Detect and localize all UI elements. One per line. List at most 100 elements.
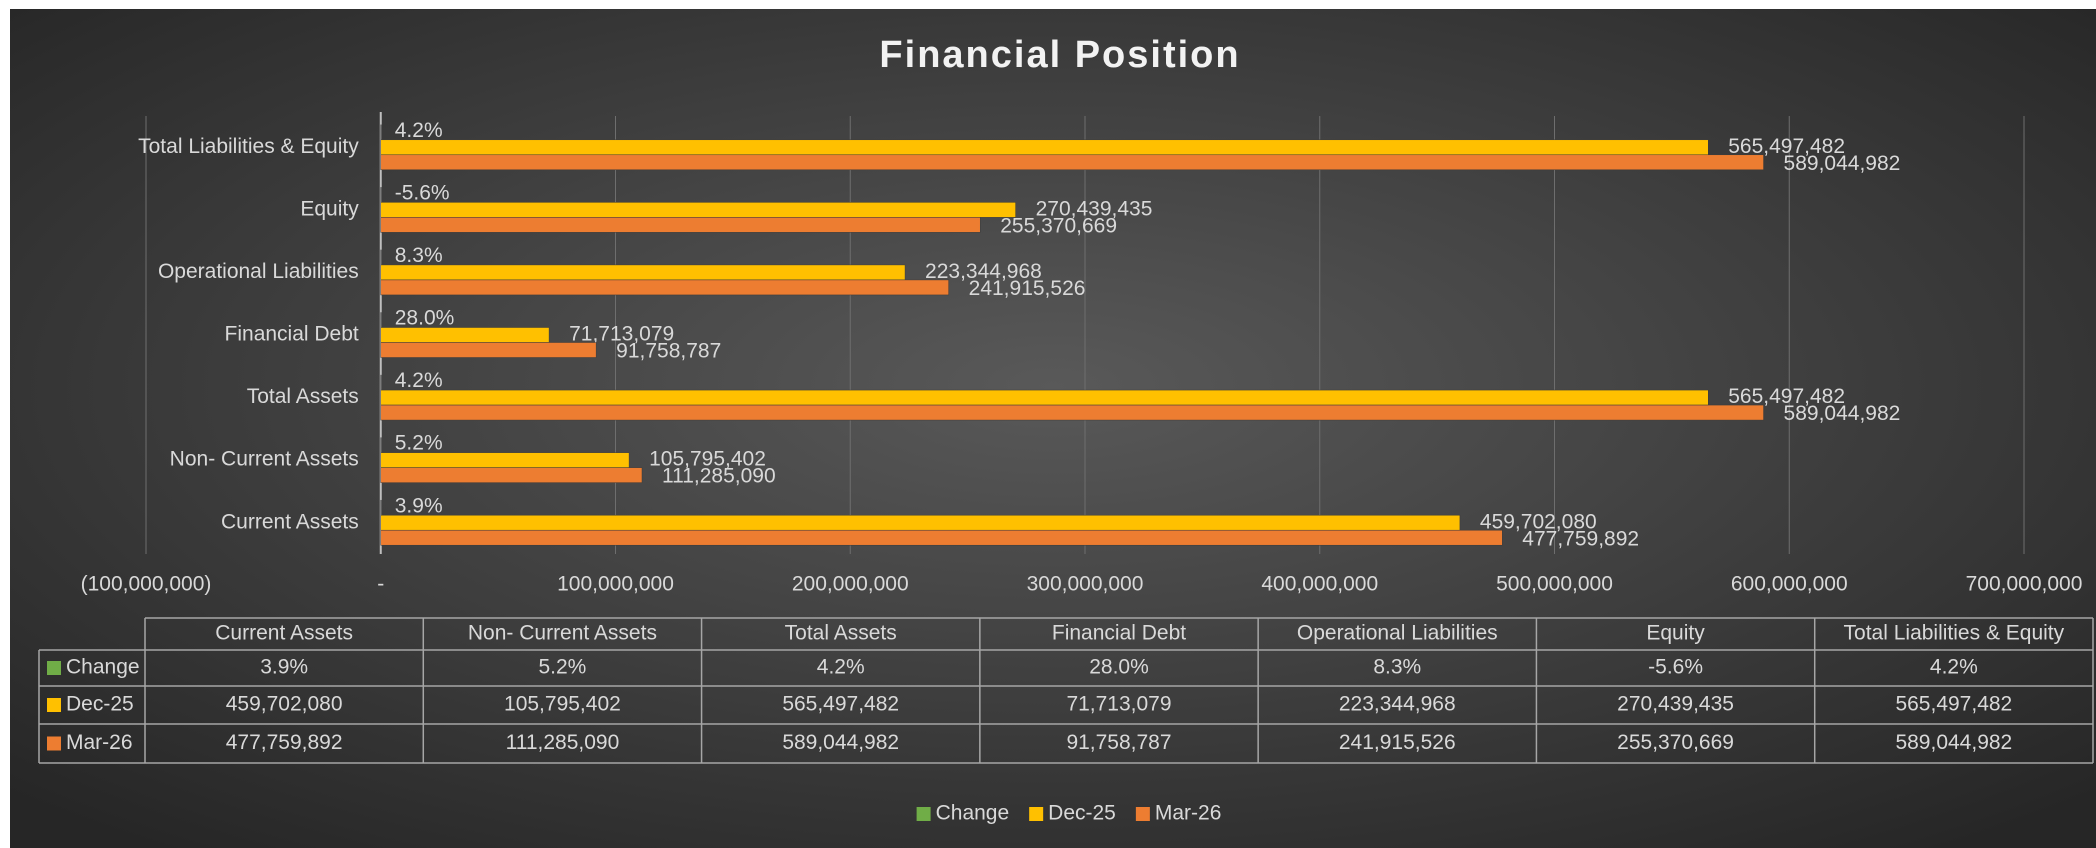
table-cell: 4.2% xyxy=(817,656,865,679)
bar xyxy=(380,404,1764,421)
bar xyxy=(380,264,906,281)
data-label: -5.6% xyxy=(395,181,450,204)
x-tick-label: 200,000,000 xyxy=(792,573,909,596)
table-cell: 223,344,968 xyxy=(1339,693,1456,716)
bar xyxy=(380,467,643,483)
bar xyxy=(380,374,382,391)
table-header: Equity xyxy=(1646,622,1705,645)
data-label: 241,915,526 xyxy=(969,277,1086,300)
table-row-label: Mar-26 xyxy=(66,731,133,754)
table-cell: 4.2% xyxy=(1930,656,1978,679)
table-cell: 71,713,079 xyxy=(1066,693,1171,716)
x-tick-label: - xyxy=(377,573,384,596)
x-tick-label: 700,000,000 xyxy=(1966,573,2083,596)
legend-label: Change xyxy=(936,802,1010,825)
bar xyxy=(380,217,981,233)
legend-swatch xyxy=(1135,807,1150,821)
table-header: Non- Current Assets xyxy=(468,622,657,645)
table-cell: -5.6% xyxy=(1648,656,1703,679)
table-row-label: Change xyxy=(66,656,140,679)
bar xyxy=(380,437,382,453)
x-tick-label: (100,000,000) xyxy=(81,573,212,596)
data-label: 3.9% xyxy=(395,494,443,517)
legend-label: Dec-25 xyxy=(1048,802,1116,825)
table-cell: 589,044,982 xyxy=(782,731,899,754)
legend-key xyxy=(47,736,61,751)
table-cell: 270,439,435 xyxy=(1617,693,1734,716)
y-tick-label: Financial Debt xyxy=(225,323,359,346)
table-header: Financial Debt xyxy=(1052,622,1186,645)
legend-label: Mar-26 xyxy=(1155,802,1222,825)
bar xyxy=(380,154,1764,171)
x-tick-label: 300,000,000 xyxy=(1027,573,1144,596)
y-tick-label: Non- Current Assets xyxy=(170,448,359,471)
data-label: 565,497,482 xyxy=(1728,135,1845,158)
table-cell: 477,759,892 xyxy=(226,731,343,754)
x-tick-label: 400,000,000 xyxy=(1261,573,1378,596)
table-cell: 589,044,982 xyxy=(1895,731,2012,754)
x-tick-label: 100,000,000 xyxy=(557,573,674,596)
bar xyxy=(380,312,382,328)
bar xyxy=(380,342,597,358)
table-cell: 459,702,080 xyxy=(226,693,343,716)
bar xyxy=(380,202,1016,218)
legend-key xyxy=(47,698,61,712)
bar xyxy=(380,124,382,141)
table-cell: 565,497,482 xyxy=(782,693,899,716)
x-tick-label: 500,000,000 xyxy=(1496,573,1613,596)
data-label: 28.0% xyxy=(395,307,455,330)
table-cell: 28.0% xyxy=(1089,656,1149,679)
data-label: 4.2% xyxy=(395,119,443,142)
data-label: 270,439,435 xyxy=(1036,197,1153,220)
table-row-label: Dec-25 xyxy=(66,693,134,716)
y-tick-label: Total Liabilities & Equity xyxy=(138,135,359,158)
chart-title: Financial Position xyxy=(879,34,1240,76)
bar xyxy=(380,327,550,343)
bar xyxy=(380,249,382,266)
bar xyxy=(380,529,1503,546)
table-cell: 105,795,402 xyxy=(504,693,621,716)
bar xyxy=(380,279,949,296)
data-label: 589,044,982 xyxy=(1784,152,1901,175)
data-label: 459,702,080 xyxy=(1480,510,1597,533)
data-label: 589,044,982 xyxy=(1784,402,1901,425)
legend-swatch xyxy=(916,807,931,821)
data-label: 255,370,669 xyxy=(1000,214,1117,237)
y-tick-label: Current Assets xyxy=(221,510,359,533)
y-tick-label: Equity xyxy=(300,197,359,220)
data-label: 91,758,787 xyxy=(616,340,721,363)
bar xyxy=(380,514,1461,531)
y-tick-label: Total Assets xyxy=(247,385,359,408)
bar xyxy=(380,389,1709,406)
table-cell: 8.3% xyxy=(1373,656,1421,679)
table-cell: 241,915,526 xyxy=(1339,731,1456,754)
table-cell: 5.2% xyxy=(538,656,586,679)
data-label: 4.2% xyxy=(395,369,443,392)
data-label: 5.2% xyxy=(395,432,443,455)
table-header: Total Liabilities & Equity xyxy=(1844,622,2065,645)
data-label: 111,285,090 xyxy=(662,465,776,488)
table-cell: 255,370,669 xyxy=(1617,731,1734,754)
data-label: 8.3% xyxy=(395,244,443,267)
table-header: Current Assets xyxy=(215,622,353,645)
table-cell: 3.9% xyxy=(260,656,308,679)
bar xyxy=(380,452,630,468)
bar xyxy=(380,499,382,516)
data-label: 565,497,482 xyxy=(1728,385,1845,408)
legend: Change Dec-25 Mar-26 xyxy=(916,802,1222,825)
data-label: 105,795,402 xyxy=(649,448,766,471)
table-cell: 565,497,482 xyxy=(1895,693,2012,716)
data-label: 71,713,079 xyxy=(569,323,674,346)
table-cell: 111,285,090 xyxy=(506,731,620,754)
table-header: Total Assets xyxy=(785,622,897,645)
table-cell: 91,758,787 xyxy=(1066,731,1171,754)
x-tick-label: 600,000,000 xyxy=(1731,573,1848,596)
bar xyxy=(380,187,382,203)
bar xyxy=(380,139,1709,156)
y-tick-label: Operational Liabilities xyxy=(158,260,359,283)
table-header: Operational Liabilities xyxy=(1297,622,1498,645)
legend-swatch xyxy=(1029,807,1044,821)
legend-key xyxy=(47,661,61,675)
data-label: 223,344,968 xyxy=(925,260,1042,283)
